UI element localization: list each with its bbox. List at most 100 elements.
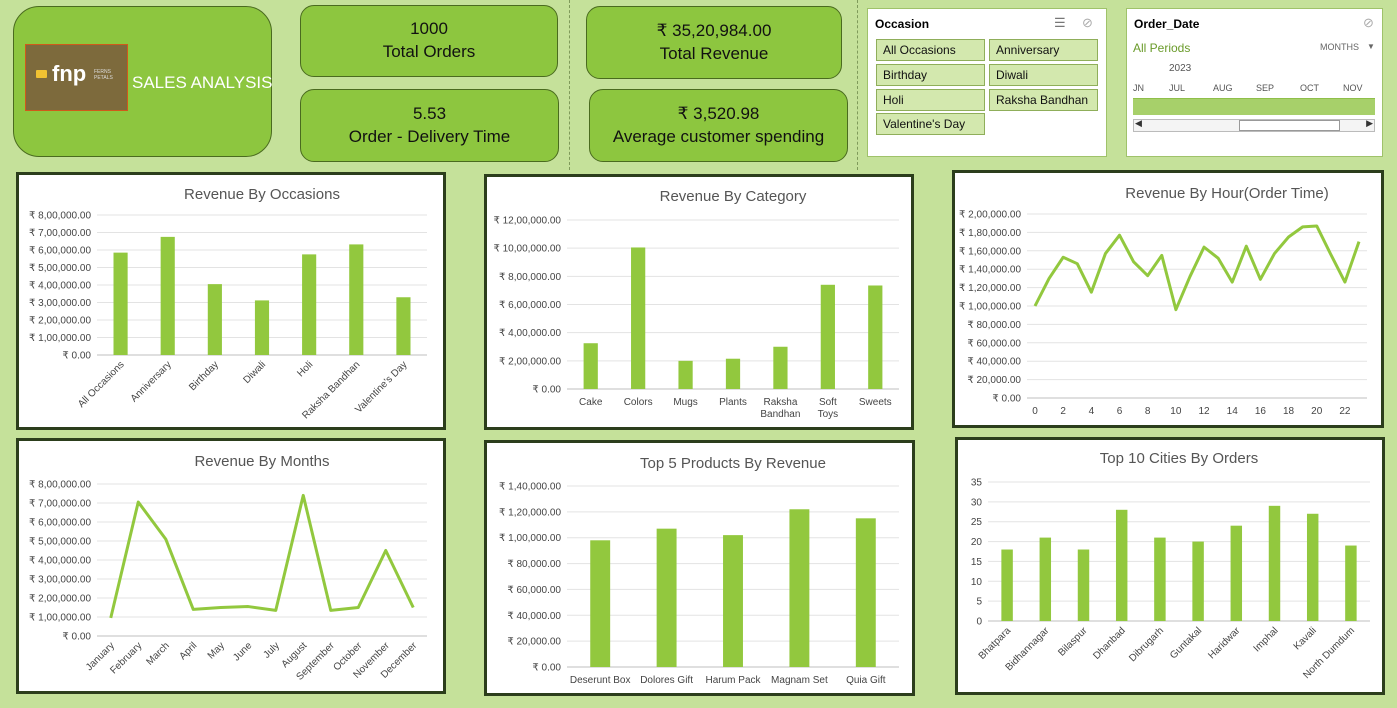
divider [857,0,858,170]
bar [725,358,741,389]
y-tick-label: ₹ 80,000.00 [967,320,1021,331]
x-tick-label: Dibrugarh [1127,625,1166,664]
kpi-total-revenue-value: ₹ 35,20,984.00 [656,20,772,40]
timeline-title: Order_Date [1134,17,1200,31]
bar [590,540,611,667]
x-tick-label: Deserunt Box [570,675,631,686]
x-tick-label: 8 [1145,406,1151,417]
x-tick-label: Plants [719,397,747,408]
bar [1115,509,1128,621]
kpi-delivery-time-value: 5.53 [412,103,447,123]
chart-title: Revenue By Hour(Order Time) [1125,185,1328,202]
multi-select-icon[interactable]: ☰ [1054,15,1066,30]
y-tick-label: ₹ 60,000.00 [507,585,561,596]
y-tick-label: ₹ 6,00,000.00 [29,246,91,257]
y-tick-label: ₹ 40,000.00 [507,611,561,622]
series-line [1033,224,1361,312]
x-tick-label: April [177,640,199,662]
y-tick-label: ₹ 5,00,000.00 [29,537,91,548]
chart-title: Revenue By Occasions [184,186,340,203]
chart-svg: Top 5 Products By Revenue ₹ 0.00 ₹ 20,000.… [499,455,899,686]
clear-filter-icon[interactable]: ⊘ [1082,15,1093,30]
bar [1306,513,1319,621]
chart-revenue-by-category: Revenue By Category ₹ 0.00 ₹ 2,00,000.00 ₹ … [484,174,914,430]
slicer-item-valentines-day[interactable]: Valentine's Day [876,113,985,135]
x-tick-label: 22 [1339,406,1351,417]
x-tick-label: June [231,640,254,663]
kpi-avg-spending-label: Average customer spending [612,126,825,146]
gift-icon [36,70,47,78]
y-tick-label: ₹ 20,000.00 [967,375,1021,386]
bar [1345,545,1357,621]
timeline-month: JN [1133,83,1144,93]
kpi-total-orders-label: Total Orders [382,42,476,61]
y-tick-label: ₹ 1,00,000.00 [499,533,561,544]
x-tick-label: Bilaspur [1056,625,1090,659]
x-tick-label: 14 [1227,406,1239,417]
x-tick-label: All Occasions [76,359,127,410]
x-tick-label: 4 [1089,406,1095,417]
timeline-month: NOV [1343,83,1363,93]
scroll-left-icon[interactable]: ◀ [1135,118,1142,128]
timeline-bar[interactable] [1133,98,1375,115]
y-tick-label: ₹ 1,40,000.00 [499,482,561,493]
y-tick-label: 35 [971,478,983,489]
y-tick-label: ₹ 0.00 [62,351,91,362]
chart-title: Top 10 Cities By Orders [1100,450,1258,467]
x-tick-label: Soft [819,397,837,408]
x-tick-label: Quia Gift [846,675,886,686]
x-tick-label: 12 [1198,406,1210,417]
scroll-right-icon[interactable]: ▶ [1366,118,1373,128]
fnp-logo: fnp FERNS PETALS [25,44,128,111]
y-tick-label: ₹ 2,00,000.00 [499,356,561,367]
x-tick-label: Diwali [241,359,268,386]
x-tick-label: Birthday [187,359,221,393]
dashboard-title: SALES ANALYSIS [132,73,273,92]
x-tick-label: Bhatpara [977,625,1014,662]
x-tick-label: Magnam Set [771,675,828,686]
x-tick-label: Dhanbad [1091,625,1127,661]
occasion-slicer: Occasion ☰ ⊘ All Occasions Anniversary B… [867,8,1107,157]
x-tick-label: Holi [295,359,315,379]
slicer-item-birthday[interactable]: Birthday [876,64,985,86]
slicer-item-raksha-bandhan[interactable]: Raksha Bandhan [989,89,1098,111]
bar [855,518,876,667]
x-tick-label: Colors [624,397,653,408]
timeline-month: OCT [1300,83,1319,93]
y-tick-label: ₹ 10,00,000.00 [493,244,561,255]
y-tick-label: 30 [971,497,983,508]
y-tick-label: ₹ 8,00,000.00 [29,211,91,222]
logo-text: fnp [52,61,87,86]
chart-revenue-by-occasions: Revenue By Occasions ₹ 0.00 ₹ 1,00,000.00 ₹… [16,172,446,430]
y-tick-label: 5 [976,597,982,608]
slicer-item-holi[interactable]: Holi [876,89,985,111]
chart-title: Revenue By Months [194,453,329,470]
kpi-delivery-time-label: Order - Delivery Time [348,126,511,146]
x-tick-label: Raksha [763,397,797,408]
x-tick-label: Anniversary [129,359,174,404]
kpi-total-orders: 1000 Total Orders [300,5,558,77]
y-tick-label: ₹ 2,00,000.00 [959,210,1021,221]
timeline-month: AUG [1213,83,1233,93]
y-tick-label: ₹ 4,00,000.00 [29,281,91,292]
kpi-total-revenue: ₹ 35,20,984.00 Total Revenue [586,6,842,79]
clear-filter-icon[interactable]: ⊘ [1363,15,1374,30]
timeline-unit-dropdown[interactable]: MONTHS [1320,42,1359,52]
timeline-scrollbar[interactable]: ◀ ▶ [1133,118,1375,132]
slicer-item-anniversary[interactable]: Anniversary [989,39,1098,61]
y-tick-label: 20 [971,537,983,548]
y-tick-label: 15 [971,557,983,568]
kpi-avg-spending: ₹ 3,520.98 Average customer spending [589,89,848,162]
bar [1001,549,1013,621]
slicer-item-diwali[interactable]: Diwali [989,64,1098,86]
slicer-item-all-occasions[interactable]: All Occasions [876,39,985,61]
x-tick-label: Sweets [859,397,892,408]
scroll-thumb[interactable] [1239,120,1340,131]
y-tick-label: ₹ 7,00,000.00 [29,228,91,239]
y-tick-label: ₹ 60,000.00 [967,338,1021,349]
chart-svg: Revenue By Category ₹ 0.00 ₹ 2,00,000.00 ₹ … [493,188,899,420]
x-tick-label: 6 [1117,406,1123,417]
bar [1268,505,1281,621]
bar [868,285,883,389]
y-tick-label: ₹ 4,00,000.00 [499,328,561,339]
